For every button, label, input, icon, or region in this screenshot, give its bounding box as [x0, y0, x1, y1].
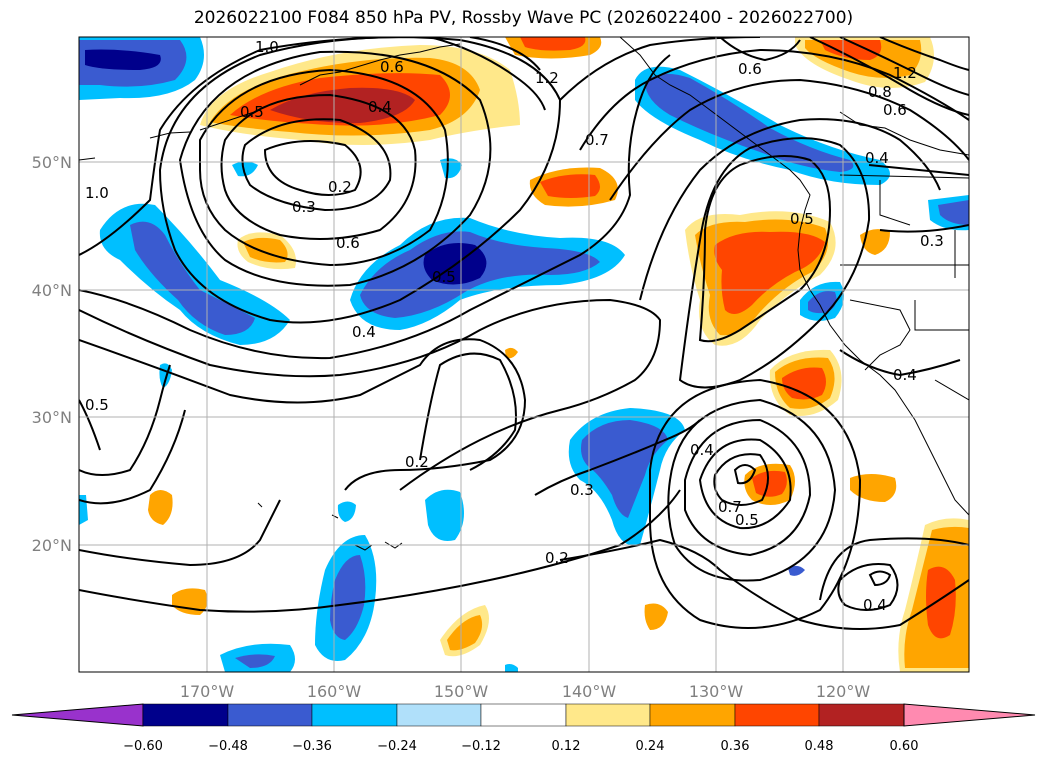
colorbar-tick: −0.36	[292, 739, 332, 754]
contour-label: 0.5	[735, 511, 759, 529]
latitude-label: 20°N	[32, 536, 72, 555]
longitude-label: 160°W	[307, 682, 362, 701]
contour-label: 1.0	[85, 184, 109, 202]
longitude-labels: 170°W 160°W 150°W 140°W 130°W 120°W	[180, 682, 871, 701]
contour-label: 0.5	[240, 103, 264, 121]
contour-label: 0.7	[585, 131, 609, 149]
contour-label: 0.4	[690, 441, 714, 459]
longitude-label: 170°W	[180, 682, 235, 701]
longitude-label: 120°W	[816, 682, 871, 701]
contour-label: 1.2	[893, 64, 917, 82]
colorbar-tick: −0.24	[377, 739, 417, 754]
colorbar-segment	[649, 703, 736, 727]
contour-label: 0.4	[893, 366, 917, 384]
colorbar-segment	[227, 703, 313, 727]
contour-label: 0.4	[368, 98, 392, 116]
longitude-label: 150°W	[434, 682, 489, 701]
map-frame	[78, 36, 970, 673]
colorbar-tick: 0.24	[636, 739, 665, 754]
colorbar-extend-high	[903, 703, 1036, 727]
colorbar-segment	[311, 703, 398, 727]
contour-label: 0.4	[863, 596, 887, 614]
longitude-label: 140°W	[562, 682, 617, 701]
latitude-label: 30°N	[32, 408, 72, 427]
colorbar-segment	[734, 703, 820, 727]
colorbar-segment	[480, 703, 567, 727]
contour-label: 0.6	[883, 101, 907, 119]
contour-label: 0.3	[920, 232, 944, 250]
contour-labels: 1.0 0.6 0.5 0.4 1.2 0.2 0.3 0.7 0.6 1.2 …	[85, 38, 944, 614]
contour-label: 0.8	[868, 83, 892, 101]
colorbar-tick: −0.12	[461, 739, 501, 754]
map-plot-area: 1.0 0.6 0.5 0.4 1.2 0.2 0.3 0.7 0.6 1.2 …	[79, 37, 969, 672]
contour-label: 0.4	[865, 149, 889, 167]
contour-label: 0.7	[718, 498, 742, 516]
contour-label: 0.6	[336, 234, 360, 252]
contour-label: 1.2	[535, 69, 559, 87]
colorbar-tick: −0.60	[123, 739, 163, 754]
colorbar-ticks: −0.60 −0.48 −0.36 −0.24 −0.12 0.12 0.24 …	[123, 739, 918, 754]
colorbar-tick: 0.36	[721, 739, 750, 754]
colorbar-segment	[818, 703, 905, 727]
contour-label: 0.6	[738, 60, 762, 78]
latitude-label: 50°N	[32, 153, 72, 172]
contour-label: 0.2	[328, 178, 352, 196]
latitude-label: 40°N	[32, 281, 72, 300]
longitude-label: 130°W	[689, 682, 744, 701]
contour-label: 0.2	[545, 549, 569, 567]
colorbar: −0.60 −0.48 −0.36 −0.24 −0.12 0.12 0.24 …	[11, 703, 1036, 754]
colorbar-tick: 0.60	[890, 739, 919, 754]
colorbar-tick: 0.12	[552, 739, 581, 754]
pv-contours	[79, 37, 969, 630]
colorbar-segment	[142, 703, 229, 727]
contour-label: 0.3	[570, 481, 594, 499]
contour-label: 0.4	[352, 323, 376, 341]
latitude-labels: 50°N 40°N 30°N 20°N	[32, 153, 72, 555]
colorbar-extend-low	[11, 703, 144, 727]
coastlines	[79, 37, 969, 551]
contour-label: 0.3	[292, 198, 316, 216]
colorbar-segment	[565, 703, 651, 727]
contour-label: 0.6	[380, 58, 404, 76]
colorbar-segment	[396, 703, 482, 727]
contour-label: 0.5	[790, 210, 814, 228]
colorbar-tick: −0.48	[208, 739, 248, 754]
map-title: 2026022100 F084 850 hPa PV, Rossby Wave …	[193, 8, 854, 28]
shaded-anomalies	[79, 37, 969, 672]
contour-label: 1.0	[255, 38, 279, 56]
contour-label: 0.5	[85, 396, 109, 414]
contour-label: 0.5	[432, 268, 456, 286]
colorbar-tick: 0.48	[805, 739, 834, 754]
contour-label: 0.2	[405, 453, 429, 471]
graticule	[79, 37, 969, 672]
